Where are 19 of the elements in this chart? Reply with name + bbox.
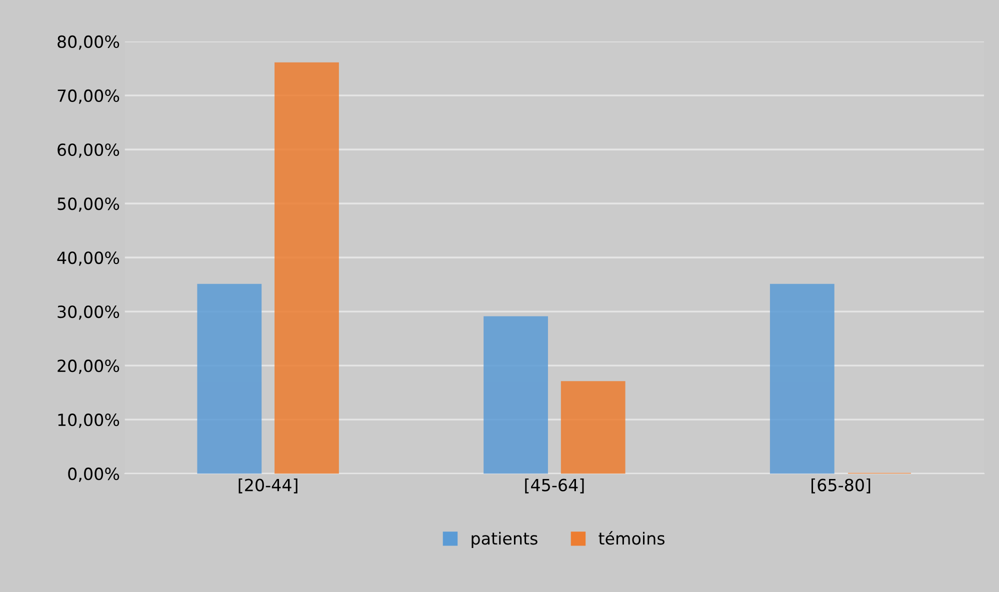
bar bbox=[197, 284, 262, 474]
bar bbox=[484, 316, 548, 474]
y-tick-label: 30,00% bbox=[58, 306, 120, 320]
y-tick-label: 0,00% bbox=[68, 468, 120, 482]
y-tick-label: 70,00% bbox=[58, 89, 120, 104]
y-tick-label: 20,00% bbox=[58, 360, 120, 374]
y-tick-label: 40,00% bbox=[57, 251, 120, 266]
legend-label: patients bbox=[472, 532, 538, 548]
bar bbox=[770, 284, 834, 474]
x-tick-label: [65-80] bbox=[812, 478, 870, 494]
x-tick-label: [20-44] bbox=[238, 478, 298, 494]
x-tick-label: [45-64] bbox=[525, 478, 584, 494]
y-tick-label: 60,00% bbox=[58, 143, 120, 158]
y-tick-label: 50,00% bbox=[58, 197, 120, 212]
bar bbox=[274, 62, 339, 474]
bar bbox=[560, 381, 626, 474]
y-tick-label: 80,00% bbox=[58, 35, 120, 50]
y-tick-label: 10,00% bbox=[58, 414, 120, 428]
legend-label: témoins bbox=[598, 531, 665, 545]
